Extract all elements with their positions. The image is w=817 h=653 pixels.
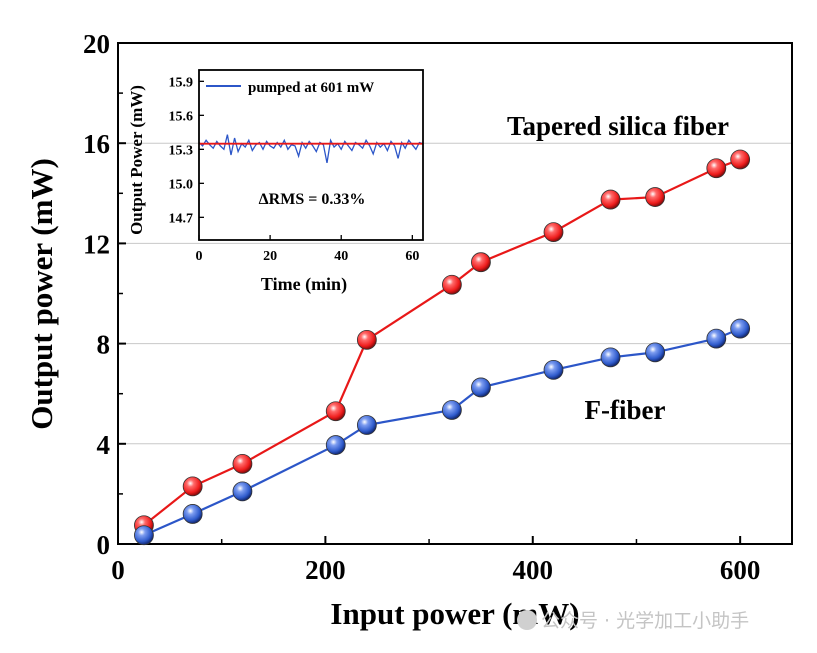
point-tapered-silica-fiber bbox=[232, 453, 253, 474]
watermark: 公众号 · 光学加工小助手 bbox=[517, 610, 749, 632]
point-f-fiber bbox=[645, 342, 666, 363]
inset-x-tick-label: 0 bbox=[196, 249, 203, 264]
inset-x-axis-title: Time (min) bbox=[261, 274, 347, 295]
main-series bbox=[134, 149, 751, 546]
point-f-fiber bbox=[182, 504, 203, 524]
inset-x-tick-label: 60 bbox=[405, 249, 419, 264]
point-f-fiber bbox=[600, 347, 621, 368]
point-tapered-silica-fiber bbox=[441, 274, 462, 295]
y-tick-label: 8 bbox=[97, 330, 111, 360]
y-axis-title: Output power (mW) bbox=[24, 158, 59, 430]
point-f-fiber bbox=[325, 435, 346, 455]
inset-y-tick-label: 15.9 bbox=[169, 75, 194, 90]
point-tapered-silica-fiber bbox=[356, 329, 377, 350]
point-tapered-silica-fiber bbox=[182, 476, 203, 497]
x-tick-label: 200 bbox=[305, 555, 346, 585]
inset-y-tick-label: 15.3 bbox=[169, 143, 194, 158]
y-tick-label: 12 bbox=[83, 229, 110, 259]
point-tapered-silica-fiber bbox=[645, 187, 666, 207]
point-f-fiber bbox=[356, 415, 377, 435]
inset-x-tick-label: 20 bbox=[263, 249, 277, 264]
point-f-fiber bbox=[730, 318, 751, 339]
y-tick-label: 0 bbox=[97, 530, 111, 560]
point-f-fiber bbox=[232, 481, 253, 502]
inset-y-axis-title: Output Power (mW) bbox=[127, 85, 146, 235]
point-tapered-silica-fiber bbox=[706, 158, 727, 179]
point-tapered-silica-fiber bbox=[600, 189, 621, 210]
point-tapered-silica-fiber bbox=[543, 222, 564, 243]
point-f-fiber bbox=[706, 328, 727, 349]
point-f-fiber bbox=[441, 400, 462, 420]
x-tick-label: 600 bbox=[720, 555, 761, 585]
watermark-text: 公众号 · 光学加工小助手 bbox=[541, 610, 749, 632]
inset-series bbox=[198, 134, 424, 164]
watermark-logo-icon bbox=[517, 610, 537, 630]
inset-legend-label: pumped at 601 mW bbox=[248, 80, 374, 96]
point-f-fiber bbox=[471, 377, 491, 398]
inset-x-tick-label: 40 bbox=[334, 249, 348, 264]
y-tick-label: 20 bbox=[83, 29, 110, 59]
y-tick-label: 16 bbox=[83, 129, 110, 159]
inset-y-tick-label: 15.6 bbox=[169, 109, 194, 124]
point-f-fiber bbox=[543, 360, 564, 380]
inset-y-tick-label: 15.0 bbox=[169, 177, 194, 192]
inset-y-tick-label: 14.7 bbox=[169, 211, 194, 226]
x-tick-label: 400 bbox=[513, 555, 554, 585]
point-tapered-silica-fiber bbox=[471, 252, 491, 273]
inset-background bbox=[199, 70, 423, 240]
annotation-f-fiber: F-fiber bbox=[585, 395, 666, 425]
x-tick-label: 0 bbox=[111, 555, 125, 585]
point-tapered-silica-fiber bbox=[325, 401, 346, 422]
annotation-tapered-silica-fiber: Tapered silica fiber bbox=[507, 111, 729, 141]
inset-rms-annotation: ΔRMS = 0.33% bbox=[259, 191, 366, 208]
point-tapered-silica-fiber bbox=[730, 149, 751, 170]
point-f-fiber bbox=[134, 525, 154, 546]
y-tick-label: 4 bbox=[97, 430, 111, 460]
inset-frame bbox=[198, 69, 424, 241]
x-axis-title: Input power (mW) bbox=[330, 596, 579, 631]
inset-ticks: 14.7 15.0 15.3 15.6 15.9 0 20 40 60 bbox=[169, 75, 420, 264]
